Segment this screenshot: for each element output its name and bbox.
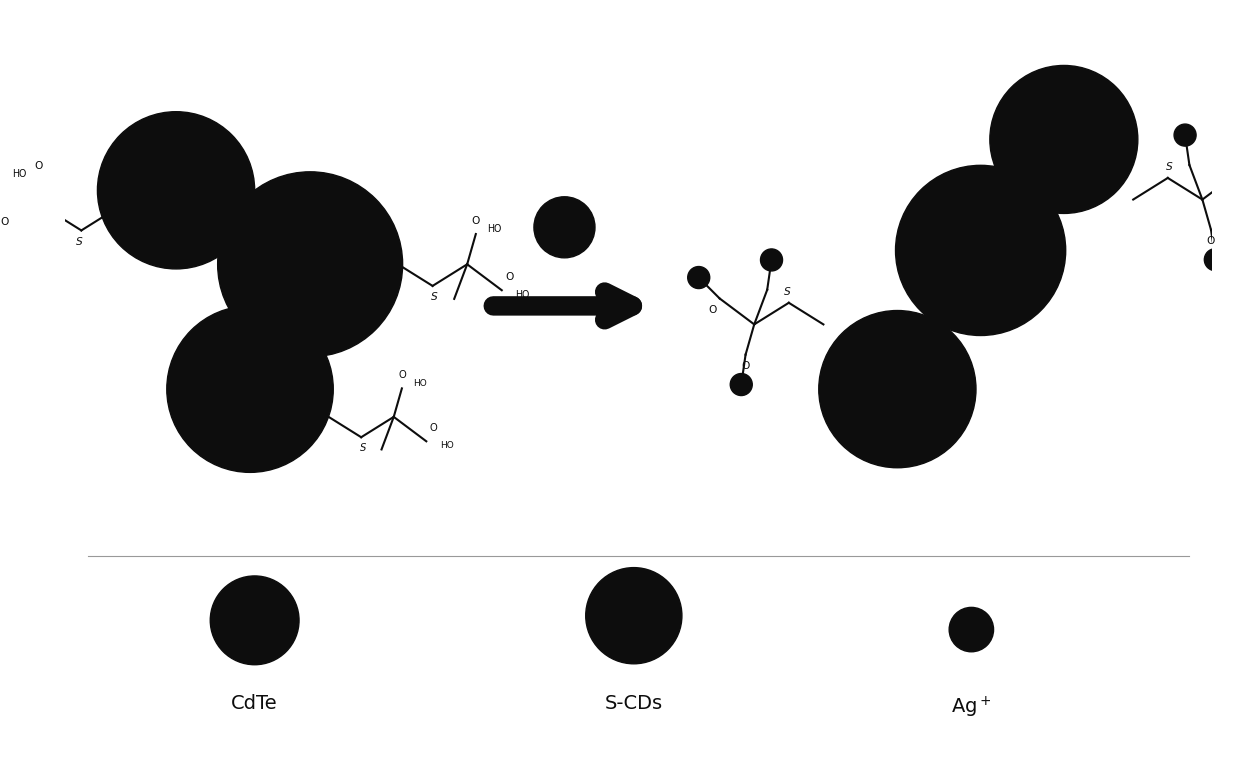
Text: O: O bbox=[398, 370, 405, 381]
Text: O: O bbox=[742, 361, 750, 371]
Text: S: S bbox=[1167, 162, 1173, 172]
Text: HO: HO bbox=[12, 169, 27, 179]
Text: O: O bbox=[471, 216, 480, 226]
Text: O: O bbox=[430, 423, 438, 433]
Text: O: O bbox=[0, 217, 9, 227]
Text: S: S bbox=[784, 287, 790, 297]
Text: S: S bbox=[76, 236, 83, 247]
Text: S: S bbox=[432, 292, 438, 302]
Ellipse shape bbox=[1204, 249, 1226, 271]
Ellipse shape bbox=[98, 112, 254, 269]
Ellipse shape bbox=[167, 306, 334, 472]
Text: CdTe: CdTe bbox=[232, 694, 278, 713]
Text: S-CDs: S-CDs bbox=[605, 694, 663, 713]
Ellipse shape bbox=[1174, 124, 1197, 146]
Ellipse shape bbox=[211, 576, 299, 665]
Text: HO: HO bbox=[413, 379, 428, 388]
Ellipse shape bbox=[949, 607, 993, 652]
Text: O: O bbox=[33, 160, 42, 170]
Text: O: O bbox=[1207, 236, 1215, 246]
Text: Ag$^+$: Ag$^+$ bbox=[951, 694, 992, 720]
Text: O: O bbox=[708, 304, 717, 315]
Ellipse shape bbox=[534, 197, 595, 258]
Ellipse shape bbox=[760, 249, 782, 271]
Ellipse shape bbox=[218, 172, 403, 357]
Text: O: O bbox=[505, 273, 513, 282]
Ellipse shape bbox=[990, 65, 1138, 213]
Ellipse shape bbox=[585, 568, 682, 664]
Ellipse shape bbox=[688, 266, 709, 288]
Text: HO: HO bbox=[515, 290, 529, 300]
Text: HO: HO bbox=[487, 224, 501, 235]
Ellipse shape bbox=[730, 373, 753, 396]
Ellipse shape bbox=[818, 310, 976, 468]
Text: S: S bbox=[360, 444, 366, 453]
Text: HO: HO bbox=[440, 441, 454, 450]
Ellipse shape bbox=[895, 165, 1065, 335]
